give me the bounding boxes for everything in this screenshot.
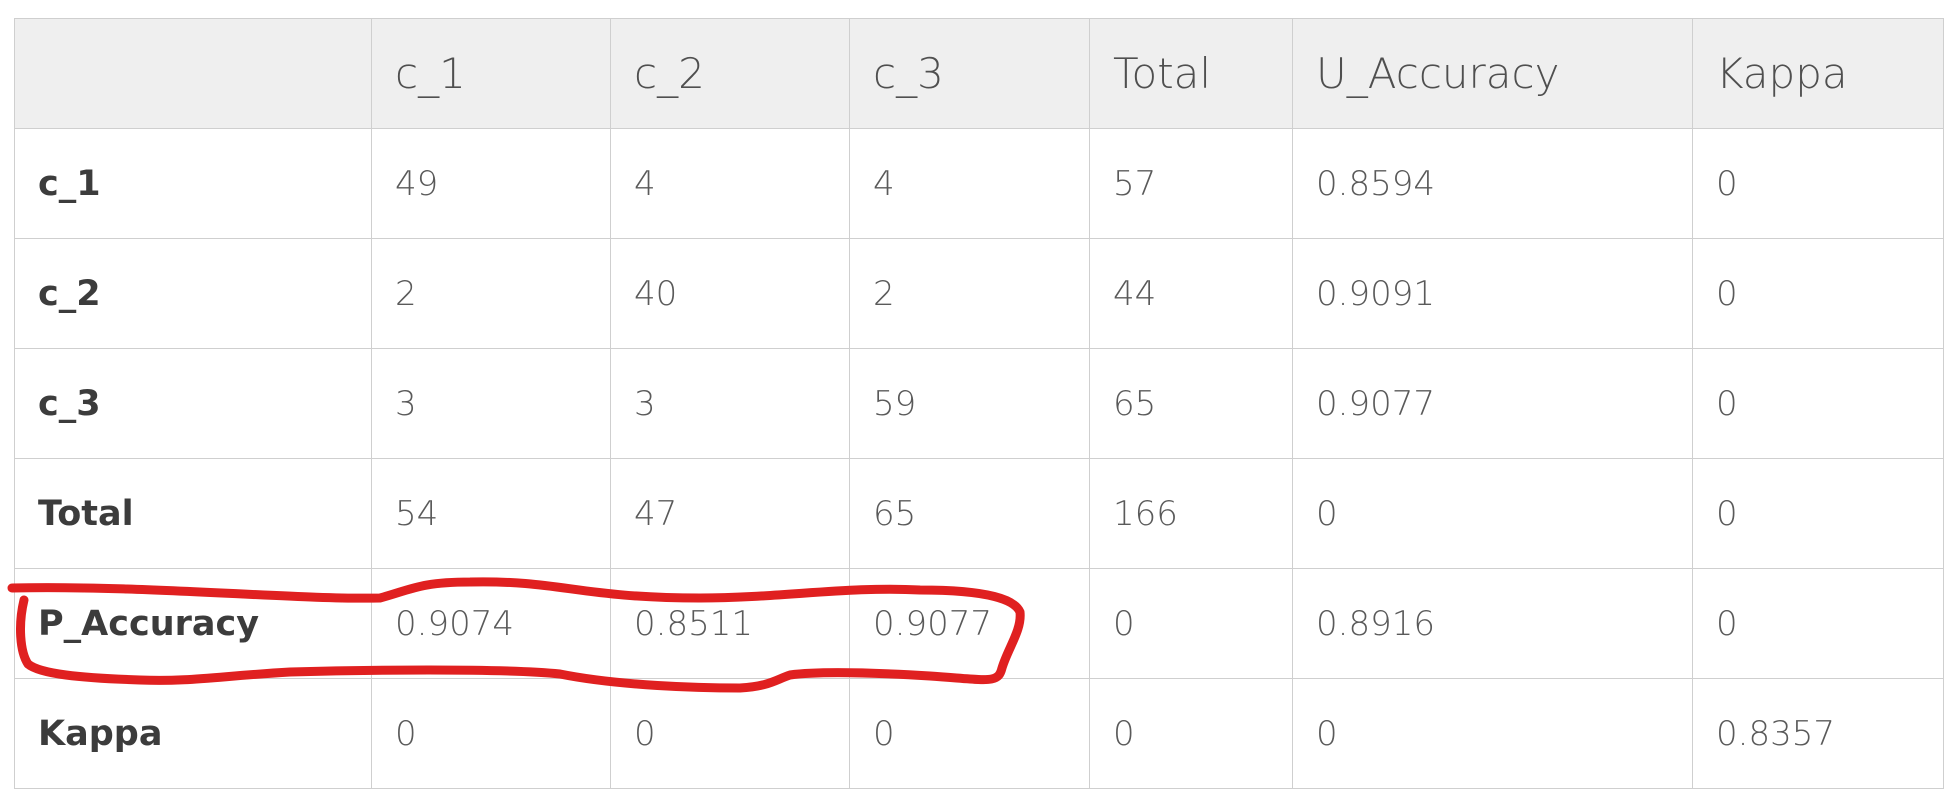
table-cell: 0.9091 (1292, 238, 1693, 349)
table-cell: 0 (1089, 678, 1293, 789)
row-header: P_Accuracy (14, 568, 372, 679)
row-header: c_3 (14, 348, 372, 459)
row-header: c_2 (14, 238, 372, 349)
table-cell: 65 (849, 458, 1090, 569)
table-cell: 3 (610, 348, 850, 459)
table-cell: 0 (1692, 568, 1944, 679)
table-row: Total 54 47 65 166 0 0 (14, 458, 1944, 569)
table-row: c_3 3 3 59 65 0.9077 0 (14, 348, 1944, 459)
row-header: c_1 (14, 128, 372, 239)
table-row: Kappa 0 0 0 0 0 0.8357 (14, 678, 1944, 789)
table-cell: 0 (1692, 348, 1944, 459)
table-cell: 0 (610, 678, 850, 789)
column-header-total: Total (1089, 18, 1293, 129)
column-header-c3: c_3 (849, 18, 1090, 129)
table-cell: 49 (371, 128, 611, 239)
table-cell: 2 (849, 238, 1090, 349)
table-cell: 4 (849, 128, 1090, 239)
table-cell: 0 (1692, 238, 1944, 349)
column-header-u-accuracy: U_Accuracy (1292, 18, 1693, 129)
table-cell: 0.9074 (371, 568, 611, 679)
table-cell: 0.8916 (1292, 568, 1693, 679)
row-header: Kappa (14, 678, 372, 789)
table-cell: 0 (1292, 678, 1693, 789)
table-cell: 4 (610, 128, 850, 239)
table-cell: 0 (1692, 128, 1944, 239)
column-header-kappa: Kappa (1692, 18, 1944, 129)
table-cell: 2 (371, 238, 611, 349)
table-cell: 59 (849, 348, 1090, 459)
table-cell: 0.8511 (610, 568, 850, 679)
table-cell: 47 (610, 458, 850, 569)
column-header-c1: c_1 (371, 18, 611, 129)
table-cell: 54 (371, 458, 611, 569)
table-cell: 0.9077 (849, 568, 1090, 679)
table-cell: 0.8594 (1292, 128, 1693, 239)
table-cell: 0 (1692, 458, 1944, 569)
table-cell: 0.8357 (1692, 678, 1944, 789)
table-cell: 57 (1089, 128, 1293, 239)
row-header: Total (14, 458, 372, 569)
table-cell: 65 (1089, 348, 1293, 459)
table-row: P_Accuracy 0.9074 0.8511 0.9077 0 0.8916… (14, 568, 1944, 679)
table-cell: 166 (1089, 458, 1293, 569)
table-cell: 0 (371, 678, 611, 789)
confusion-matrix-table: c_1 c_2 c_3 Total U_Accuracy Kappa c_1 4… (14, 18, 1944, 789)
header-row: c_1 c_2 c_3 Total U_Accuracy Kappa (14, 18, 1944, 129)
table-cell: 44 (1089, 238, 1293, 349)
table-cell: 0 (849, 678, 1090, 789)
table-row: c_2 2 40 2 44 0.9091 0 (14, 238, 1944, 349)
header-corner (14, 18, 372, 129)
table-cell: 0 (1292, 458, 1693, 569)
table-row: c_1 49 4 4 57 0.8594 0 (14, 128, 1944, 239)
table-cell: 0 (1089, 568, 1293, 679)
table-cell: 40 (610, 238, 850, 349)
table-cell: 0.9077 (1292, 348, 1693, 459)
table-cell: 3 (371, 348, 611, 459)
column-header-c2: c_2 (610, 18, 850, 129)
